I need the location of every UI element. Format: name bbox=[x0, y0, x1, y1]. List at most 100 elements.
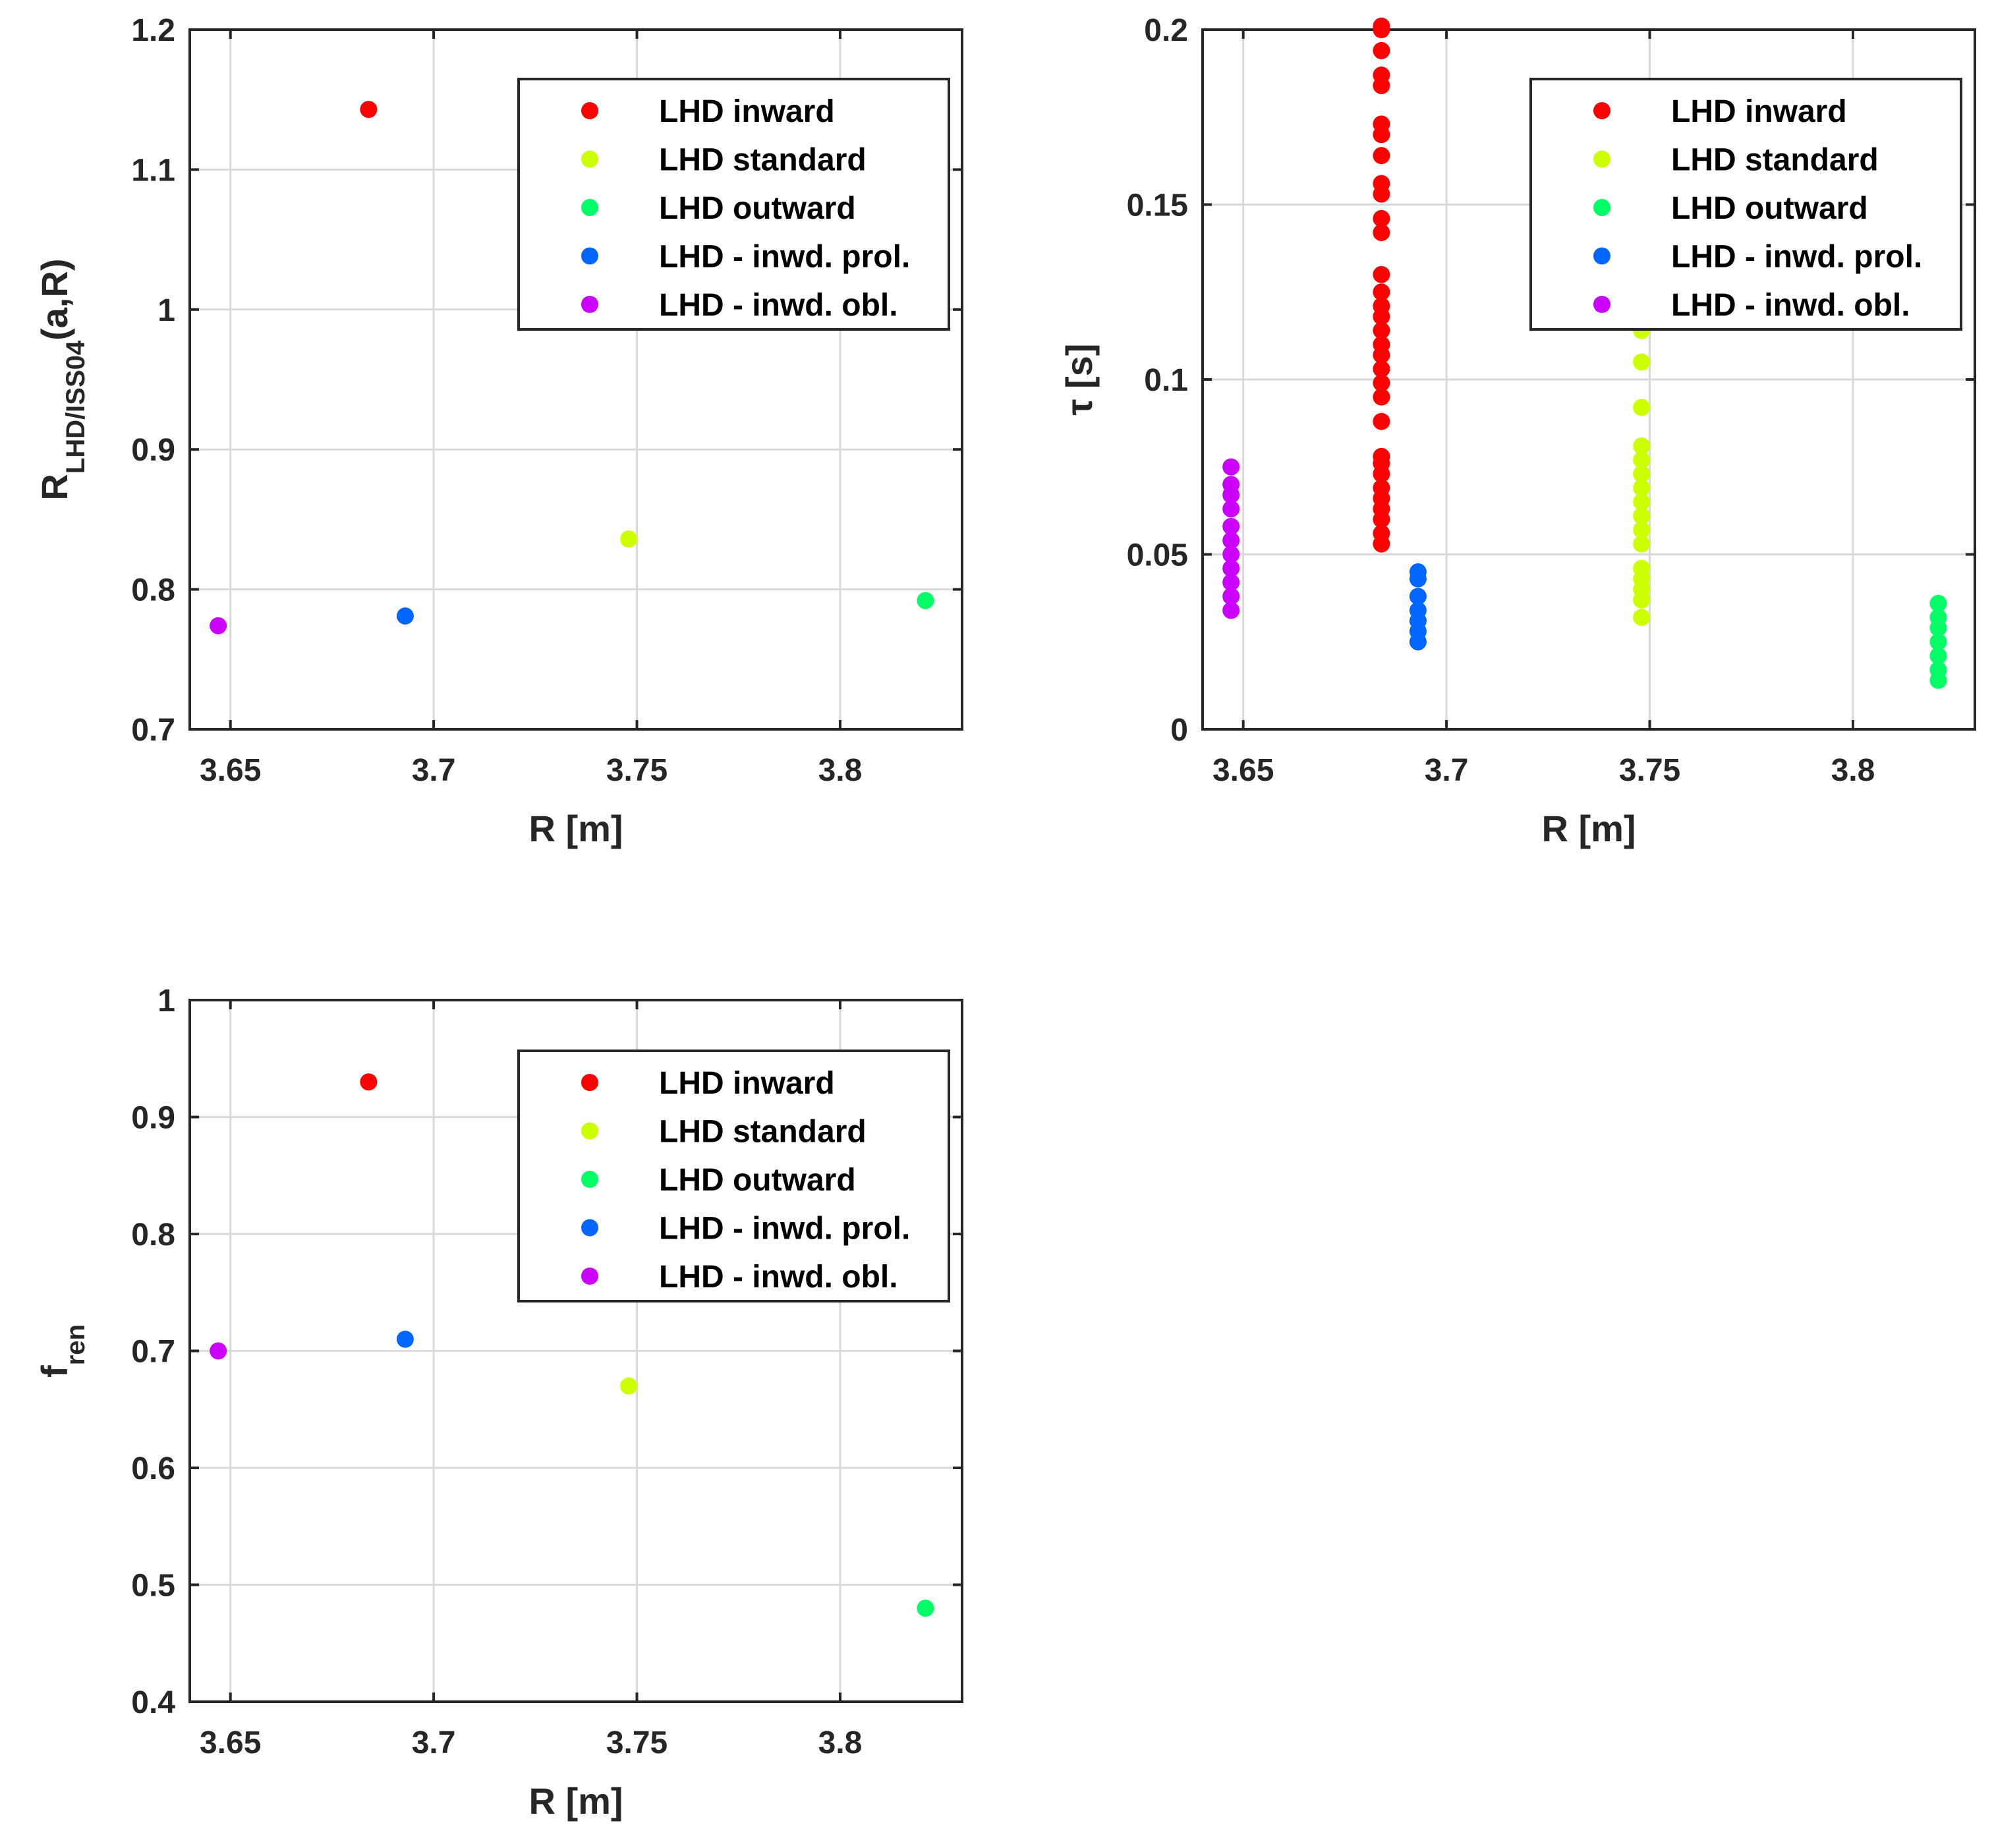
data-point bbox=[1373, 412, 1390, 430]
data-point bbox=[1633, 479, 1651, 497]
legend-label: LHD inward bbox=[659, 1066, 835, 1101]
data-point bbox=[1633, 465, 1651, 483]
data-point bbox=[1929, 661, 1947, 679]
data-point bbox=[396, 1330, 414, 1348]
x-tick-label: 3.75 bbox=[606, 753, 668, 788]
legend-marker bbox=[581, 102, 598, 119]
legend-marker bbox=[581, 296, 598, 313]
x-axis-label: R [m] bbox=[528, 1780, 623, 1822]
data-point bbox=[1929, 594, 1947, 612]
data-point bbox=[360, 1073, 378, 1091]
legend: LHD inward LHD standard LHD outward LHD - i… bbox=[517, 1050, 950, 1302]
data-point bbox=[1373, 175, 1390, 192]
y-axis-label-subscript: ren bbox=[61, 1324, 90, 1365]
legend-marker bbox=[581, 199, 598, 216]
data-point bbox=[1373, 524, 1390, 542]
legend-marker bbox=[581, 1122, 598, 1140]
data-point bbox=[360, 101, 378, 119]
legend-label: LHD standard bbox=[659, 1115, 867, 1150]
legend-label: LHD inward bbox=[659, 94, 835, 129]
data-point bbox=[1409, 563, 1427, 581]
data-point bbox=[1222, 518, 1240, 536]
data-point bbox=[1373, 147, 1390, 165]
data-point bbox=[1222, 476, 1240, 493]
data-point bbox=[1373, 374, 1390, 392]
x-axis-label: R [m] bbox=[528, 808, 623, 849]
data-point bbox=[1929, 647, 1947, 665]
data-point bbox=[620, 1377, 638, 1395]
x-tick-label: 3.8 bbox=[818, 753, 863, 788]
y-tick-label: 0.7 bbox=[131, 1335, 175, 1370]
series-3 bbox=[396, 1330, 414, 1348]
data-point bbox=[1373, 17, 1390, 35]
legend-marker bbox=[581, 1219, 598, 1237]
x-tick-label: 3.7 bbox=[412, 1725, 456, 1760]
x-tick-label: 3.7 bbox=[412, 753, 456, 788]
data-point bbox=[1373, 297, 1390, 315]
legend-label: LHD standard bbox=[1671, 143, 1879, 178]
series-4 bbox=[1222, 458, 1240, 619]
data-point bbox=[1373, 388, 1390, 406]
panels: 3.65 3.7 3.75 3.8 0.7 0.8 0.9 1 1.1 1.2 R [m] RLHD/… bbox=[34, 13, 1976, 1822]
series-3 bbox=[1409, 563, 1427, 651]
series-0 bbox=[1373, 17, 1390, 553]
legend-label: LHD - inwd. prol. bbox=[1671, 240, 1922, 275]
series-4 bbox=[210, 1342, 227, 1360]
y-tick-label: 0.9 bbox=[131, 433, 175, 468]
y-tick-label: 1.1 bbox=[131, 153, 175, 188]
x-tick-label: 3.75 bbox=[606, 1725, 668, 1760]
x-tick-label: 3.75 bbox=[1619, 753, 1680, 788]
data-point bbox=[1633, 535, 1651, 553]
series-1 bbox=[1633, 322, 1651, 627]
y-tick-label: 0.1 bbox=[1144, 363, 1188, 398]
y-tick-label: 0 bbox=[1170, 713, 1188, 748]
data-point bbox=[1222, 588, 1240, 605]
data-point bbox=[1633, 559, 1651, 577]
y-tick-label: 1 bbox=[157, 293, 175, 328]
legend-marker bbox=[581, 150, 598, 168]
y-tick-label: 0.15 bbox=[1127, 188, 1188, 223]
y-tick-label: 1 bbox=[157, 984, 175, 1019]
x-tick-label: 3.65 bbox=[200, 1725, 261, 1760]
x-tick-label: 3.8 bbox=[1831, 753, 1875, 788]
plot-area-frame bbox=[188, 28, 963, 731]
legend-label: LHD - inwd. obl. bbox=[659, 1260, 898, 1295]
y-axis-label-subscript: LHD/ISS04 bbox=[61, 340, 90, 474]
data-point bbox=[1373, 223, 1390, 241]
legend: LHD inward LHD standard LHD outward LHD - i… bbox=[1529, 78, 1962, 331]
data-point bbox=[1373, 335, 1390, 353]
data-point bbox=[1373, 210, 1390, 227]
data-point bbox=[1222, 532, 1240, 549]
data-point bbox=[1633, 451, 1651, 469]
y-tick-label: 0.6 bbox=[131, 1451, 175, 1486]
data-point bbox=[1222, 559, 1240, 577]
series-3 bbox=[396, 607, 414, 625]
data-point bbox=[1633, 521, 1651, 539]
data-point bbox=[1373, 67, 1390, 84]
data-point bbox=[1633, 507, 1651, 525]
data-point bbox=[1222, 573, 1240, 591]
data-point bbox=[1633, 399, 1651, 416]
data-point bbox=[1373, 266, 1390, 283]
y-tick-label: 0.9 bbox=[131, 1101, 175, 1136]
series-2 bbox=[917, 592, 934, 609]
data-point bbox=[1373, 283, 1390, 301]
y-tick-label: 0.4 bbox=[131, 1685, 175, 1720]
legend-label: LHD inward bbox=[1671, 94, 1847, 129]
legend: LHD inward LHD standard LHD outward LHD - i… bbox=[517, 78, 950, 331]
data-point bbox=[210, 1342, 227, 1360]
legend-label: LHD outward bbox=[659, 1163, 856, 1198]
legend-marker bbox=[1593, 296, 1610, 313]
legend-label: LHD outward bbox=[659, 191, 856, 226]
data-point bbox=[1633, 437, 1651, 455]
data-point bbox=[1409, 588, 1427, 605]
data-point bbox=[1929, 609, 1947, 627]
data-point bbox=[210, 617, 227, 634]
data-point bbox=[1222, 458, 1240, 476]
data-point bbox=[620, 530, 638, 548]
data-point bbox=[917, 592, 934, 609]
legend-marker bbox=[1593, 102, 1610, 119]
data-point bbox=[1222, 602, 1240, 619]
y-axis-label: fren bbox=[34, 1324, 90, 1378]
legend-marker bbox=[1593, 199, 1610, 216]
